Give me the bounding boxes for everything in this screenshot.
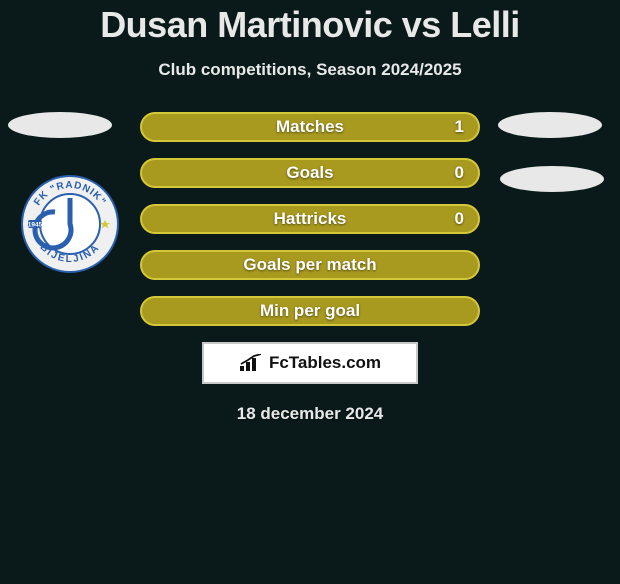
ellipse-left-1 xyxy=(8,112,112,138)
stat-label: Hattricks xyxy=(274,209,347,229)
stat-value: 1 xyxy=(455,117,464,137)
stat-label: Goals per match xyxy=(243,255,376,275)
stat-row-hattricks: Hattricks 0 xyxy=(140,204,480,234)
stat-row-goals-per-match: Goals per match xyxy=(140,250,480,280)
stat-label: Matches xyxy=(276,117,344,137)
brand-badge: FcTables.com xyxy=(202,342,418,384)
brand-text: FcTables.com xyxy=(269,353,381,373)
stat-row-matches: Matches 1 xyxy=(140,112,480,142)
page-subtitle: Club competitions, Season 2024/2025 xyxy=(0,60,620,80)
ellipse-right-1 xyxy=(498,112,602,138)
stat-value: 0 xyxy=(455,209,464,229)
svg-text:1945: 1945 xyxy=(28,222,43,229)
stat-value: 0 xyxy=(455,163,464,183)
stat-row-goals: Goals 0 xyxy=(140,158,480,188)
stat-label: Goals xyxy=(286,163,333,183)
brand-chart-icon xyxy=(239,354,263,372)
stat-label: Min per goal xyxy=(260,301,360,321)
stat-row-min-per-goal: Min per goal xyxy=(140,296,480,326)
ellipse-right-2 xyxy=(500,166,604,192)
page-title: Dusan Martinovic vs Lelli xyxy=(0,4,620,46)
date-label: 18 december 2024 xyxy=(0,404,620,424)
club-crest-icon: FK "RADNIK" BIJELJINA 1945 xyxy=(20,174,120,274)
